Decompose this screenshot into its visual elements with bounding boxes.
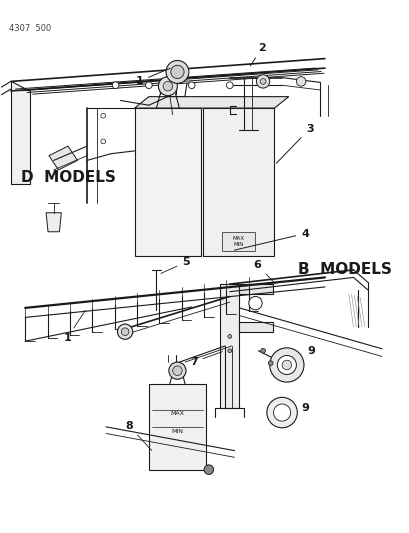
Polygon shape xyxy=(46,213,61,232)
Polygon shape xyxy=(49,146,77,170)
Text: 9: 9 xyxy=(300,403,308,413)
Text: D  MODELS: D MODELS xyxy=(21,170,115,185)
Circle shape xyxy=(121,328,128,335)
Circle shape xyxy=(112,82,119,88)
Polygon shape xyxy=(134,96,288,108)
Circle shape xyxy=(276,356,296,375)
Polygon shape xyxy=(222,232,255,251)
Circle shape xyxy=(227,335,231,338)
Polygon shape xyxy=(220,284,239,408)
Text: MIN: MIN xyxy=(171,429,183,434)
Circle shape xyxy=(267,361,272,366)
Circle shape xyxy=(101,139,106,144)
Circle shape xyxy=(172,366,182,375)
Text: 7: 7 xyxy=(189,352,222,367)
Circle shape xyxy=(260,78,265,84)
Text: 6: 6 xyxy=(253,260,275,284)
Polygon shape xyxy=(148,384,205,470)
Text: 3: 3 xyxy=(276,124,313,163)
Text: 4: 4 xyxy=(234,229,308,250)
Circle shape xyxy=(145,82,152,88)
Polygon shape xyxy=(239,322,272,332)
Text: 2: 2 xyxy=(250,43,265,66)
Circle shape xyxy=(171,65,184,78)
Circle shape xyxy=(101,114,106,118)
Polygon shape xyxy=(11,82,30,184)
Circle shape xyxy=(158,77,177,96)
Circle shape xyxy=(266,397,297,428)
Text: B  MODELS: B MODELS xyxy=(297,262,391,277)
Text: 8: 8 xyxy=(125,421,151,450)
Circle shape xyxy=(256,75,269,88)
Circle shape xyxy=(281,360,291,370)
Circle shape xyxy=(260,349,265,353)
Text: 5: 5 xyxy=(161,257,189,273)
Circle shape xyxy=(248,296,261,310)
Polygon shape xyxy=(202,108,274,255)
Circle shape xyxy=(296,77,305,86)
Text: MAX
MIN: MAX MIN xyxy=(232,236,244,247)
Text: 1: 1 xyxy=(63,310,85,343)
Polygon shape xyxy=(134,108,201,255)
Circle shape xyxy=(273,404,290,421)
Circle shape xyxy=(226,82,233,88)
Circle shape xyxy=(169,362,186,379)
Text: 4307  500: 4307 500 xyxy=(9,25,51,34)
Circle shape xyxy=(269,348,303,382)
Circle shape xyxy=(163,82,172,91)
Text: 1: 1 xyxy=(135,68,170,86)
Circle shape xyxy=(204,465,213,474)
Text: MAX: MAX xyxy=(170,411,184,416)
Polygon shape xyxy=(239,284,272,294)
Circle shape xyxy=(227,349,231,353)
Circle shape xyxy=(166,60,189,83)
Circle shape xyxy=(117,324,133,340)
Circle shape xyxy=(188,82,195,88)
Text: 9: 9 xyxy=(307,346,315,356)
